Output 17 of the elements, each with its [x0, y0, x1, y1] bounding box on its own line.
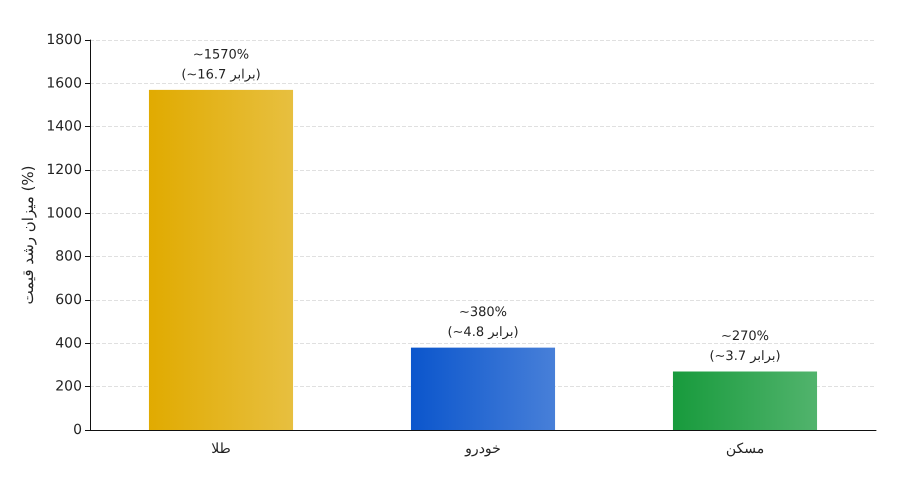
- y-tick-label: 1000: [46, 205, 82, 222]
- y-tick-label: 1600: [46, 75, 82, 92]
- y-tick-label: 400: [55, 335, 82, 352]
- y-tick-label: 1200: [46, 162, 82, 178]
- y-tick-label: 800: [55, 248, 82, 265]
- bar: [672, 372, 818, 430]
- x-tick-label: مسکن: [726, 441, 764, 457]
- x-tick-label: طلا: [211, 441, 231, 457]
- y-tick-label: 1800: [46, 32, 82, 48]
- x-tick-label: خودرو: [464, 441, 501, 457]
- bar: [410, 348, 556, 430]
- y-tick-label: 600: [55, 292, 82, 308]
- bar: [148, 90, 294, 430]
- y-axis-title: میزان رشد قیمت (%): [18, 165, 37, 305]
- y-tick-label: 1400: [46, 118, 82, 135]
- y-tick-label: 200: [55, 378, 82, 395]
- y-tick-label: 0: [73, 422, 82, 438]
